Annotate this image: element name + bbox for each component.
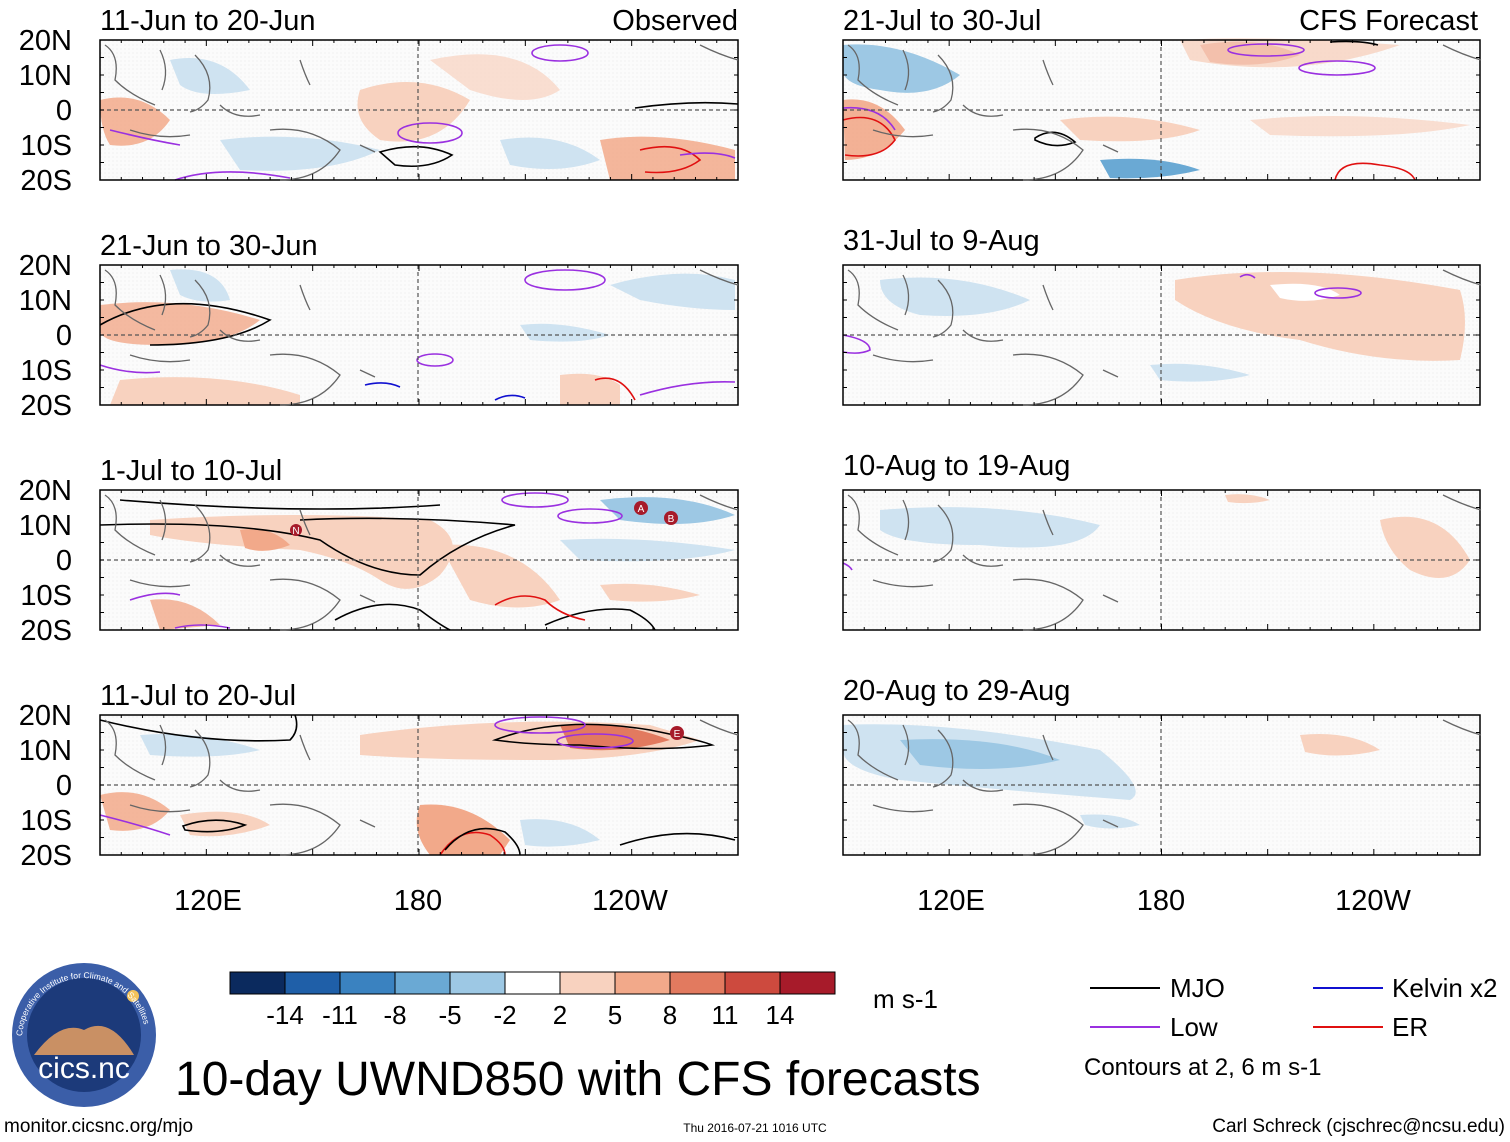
panel-left-4 <box>99 714 739 856</box>
lat-label-1-3: 10S <box>20 130 72 162</box>
colorbar-swatch-4 <box>449 971 506 995</box>
svg-text:A: A <box>638 504 645 515</box>
lat-label-4-4: 20S <box>20 840 72 872</box>
panel-left-3 <box>99 489 739 631</box>
lat-label-3-2: 0 <box>56 545 72 577</box>
colorbar-tick-0: -14 <box>266 1000 304 1030</box>
svg-text:N: N <box>292 526 299 537</box>
lon-label-left-120e: 120E <box>174 885 242 917</box>
lon-label-left-120w: 120W <box>592 885 668 917</box>
legend-er-label: ER <box>1392 1012 1428 1042</box>
lat-label-4-3: 10S <box>20 805 72 837</box>
panel-right-2 <box>842 264 1481 406</box>
panel-right-3-title: 10-Aug to 19-Aug <box>843 450 1070 482</box>
footer-timestamp: Thu 2016-07-21 1016 UTC <box>683 1121 827 1135</box>
lat-label-3-0: 20N <box>19 475 72 507</box>
lat-label-2-2: 0 <box>56 320 72 352</box>
tc-marker-e: E <box>670 726 684 740</box>
lat-label-2-3: 10S <box>20 355 72 387</box>
observed-label: Observed <box>612 5 738 37</box>
colorbar-swatch-0 <box>229 971 286 995</box>
colorbar-tick-8: 11 <box>712 1000 739 1030</box>
colorbar: -14 -11 -8 -5 -2 2 5 8 11 14 <box>229 971 836 1030</box>
lat-label-2-0: 20N <box>19 250 72 282</box>
figure-title: 10-day UWND850 with CFS forecasts <box>175 1053 981 1106</box>
panel-right-4-title: 20-Aug to 29-Aug <box>843 675 1070 707</box>
lat-label-2-4: 20S <box>20 390 72 422</box>
lat-label-1-0: 20N <box>19 25 72 57</box>
colorbar-tick-6: 5 <box>608 1000 622 1030</box>
colorbar-swatch-1 <box>284 971 341 995</box>
svg-text:B: B <box>668 514 675 525</box>
latitude-labels: 20N10N010S20S20N10N010S20S20N10N010S20S2… <box>19 25 72 872</box>
lat-label-4-0: 20N <box>19 700 72 732</box>
tc-marker-a: A <box>634 501 648 515</box>
cicsnc-logo: cics.nc Cooperative Institute for Climat… <box>12 963 156 1107</box>
legend-low-label: Low <box>1170 1012 1218 1042</box>
lon-label-left-180: 180 <box>394 885 442 917</box>
lat-label-3-1: 10N <box>19 510 72 542</box>
tc-marker-b: B <box>664 511 678 525</box>
lat-label-1-2: 0 <box>56 95 72 127</box>
tc-marker-n: N <box>290 524 302 537</box>
panel-left-1-title: 11-Jun to 20-Jun <box>100 5 316 37</box>
panel-left-2 <box>99 264 739 406</box>
colorbar-tick-1: -11 <box>322 1000 358 1030</box>
lat-label-3-4: 20S <box>20 615 72 647</box>
colorbar-tick-4: -2 <box>493 1000 516 1030</box>
colorbar-tick-9: 14 <box>766 1000 795 1030</box>
lon-label-right-180: 180 <box>1137 885 1185 917</box>
colorbar-swatch-3 <box>394 971 451 995</box>
panel-right-4 <box>842 714 1481 856</box>
panel-left-4-title: 11-Jul to 20-Jul <box>100 680 296 712</box>
lat-label-4-1: 10N <box>19 735 72 767</box>
legend-contour-note: Contours at 2, 6 m s-1 <box>1084 1054 1321 1081</box>
panel-left-1 <box>99 39 739 181</box>
svg-text:E: E <box>674 729 681 740</box>
panel-left-3-title: 1-Jul to 10-Jul <box>100 455 282 487</box>
lat-label-3-3: 10S <box>20 580 72 612</box>
colorbar-swatch-6 <box>559 971 616 995</box>
colorbar-tick-3: -5 <box>438 1000 461 1030</box>
lon-label-right-120e: 120E <box>917 885 985 917</box>
panel-right-1 <box>842 38 1481 181</box>
colorbar-swatch-8 <box>669 971 726 995</box>
colorbar-swatch-2 <box>339 971 396 995</box>
panel-left-2-title: 21-Jun to 30-Jun <box>100 230 318 262</box>
legend-kelvin-label: Kelvin x2 <box>1392 973 1498 1003</box>
logo-text: cics.nc <box>38 1052 130 1085</box>
panel-right-2-title: 31-Jul to 9-Aug <box>843 225 1040 257</box>
colorbar-swatch-7 <box>614 971 671 995</box>
legend-mjo-label: MJO <box>1170 973 1225 1003</box>
colorbar-swatch-9 <box>724 971 781 995</box>
legend: MJO Kelvin x2 Low ER Contours at 2, 6 m … <box>1084 973 1498 1081</box>
lon-label-right-120w: 120W <box>1335 885 1411 917</box>
cfs-forecast-label: CFS Forecast <box>1299 5 1478 37</box>
lat-label-2-1: 10N <box>19 285 72 317</box>
colorbar-tick-7: 8 <box>663 1000 677 1030</box>
colorbar-tick-2: -8 <box>383 1000 406 1030</box>
panel-right-1-title: 21-Jul to 30-Jul <box>843 5 1041 37</box>
colorbar-swatch-10 <box>779 971 836 995</box>
axis-ticks <box>99 39 1481 856</box>
lat-label-1-1: 10N <box>19 60 72 92</box>
lat-label-4-2: 0 <box>56 770 72 802</box>
coastlines <box>104 44 1482 856</box>
colorbar-tick-5: 2 <box>553 1000 567 1030</box>
lat-label-1-4: 20S <box>20 165 72 197</box>
footer-url: monitor.cicsnc.org/mjo <box>4 1116 193 1137</box>
footer-author: Carl Schreck (cjschrec@ncsu.edu) <box>1212 1116 1505 1137</box>
colorbar-unit: m s-1 <box>873 984 938 1014</box>
colorbar-swatch-5 <box>504 971 561 995</box>
